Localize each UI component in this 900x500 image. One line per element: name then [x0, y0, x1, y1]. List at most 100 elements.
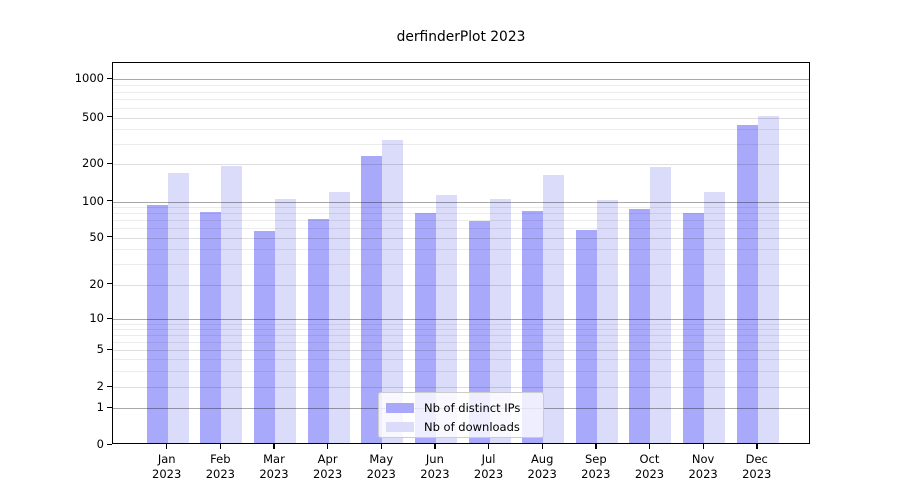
x-tick-label-line: 2023 [527, 467, 557, 481]
x-tick [648, 444, 651, 449]
x-tick-label: Nov 2023 [671, 452, 735, 482]
x-tick [541, 444, 543, 449]
y-tick-label: 5 [96, 342, 104, 357]
y-tick-label: 0 [96, 437, 104, 451]
x-tick-label: Sep 2023 [564, 452, 628, 482]
minor-gridline [113, 129, 809, 131]
bar [650, 167, 672, 443]
x-tick [327, 444, 329, 449]
x-tick-label-line: Jul [481, 452, 496, 466]
major-gridline [113, 319, 809, 321]
y-tick [107, 77, 112, 80]
major-gridline [113, 350, 809, 352]
bar [704, 192, 726, 443]
minor-gridline [113, 99, 809, 101]
y-tick [107, 385, 112, 387]
major-gridline [113, 237, 809, 239]
legend-item-distinct-ips: Nb of distinct IPs [386, 398, 535, 417]
bar [382, 140, 404, 443]
y-tick-label: 10 [89, 311, 104, 326]
y-tick-label: 100 [82, 193, 104, 208]
x-tick-label: Aug 2023 [510, 452, 574, 482]
legend-swatch-downloads-icon [386, 421, 414, 432]
x-tick-label-line: 2023 [312, 467, 343, 481]
y-tick-label: 200 [82, 156, 104, 171]
chart-title: derfinderPlot 2023 [396, 29, 526, 45]
x-tick-label-line: May [369, 452, 394, 466]
bar [736, 125, 758, 443]
x-tick-label: Jun 2023 [403, 452, 467, 482]
minor-gridline [113, 220, 809, 222]
bar [596, 199, 618, 443]
legend-swatch-distinct-ips-icon [386, 402, 414, 413]
minor-gridline [113, 329, 809, 331]
bar [489, 199, 511, 443]
y-tick-label: 1 [96, 400, 104, 415]
y-tick-label: 1000 [74, 71, 104, 86]
minor-gridline [113, 263, 809, 265]
x-tick-label: May 2023 [349, 452, 413, 482]
x-tick-label-line: Jun [425, 452, 444, 466]
x-tick-label: Apr 2023 [296, 452, 360, 482]
x-tick-label: Jul 2023 [457, 452, 521, 482]
bar [221, 165, 243, 443]
x-tick-label-line: Mar [263, 452, 285, 466]
minor-gridline [113, 359, 809, 361]
bar [543, 175, 565, 443]
x-tick [273, 444, 275, 449]
legend-label: Nb of downloads [424, 419, 520, 434]
major-gridline [113, 79, 809, 81]
x-tick-label-line: 2023 [634, 467, 665, 481]
x-tick-label: Feb 2023 [188, 452, 252, 482]
x-tick-label-line: 2023 [581, 467, 611, 481]
y-tick [107, 116, 112, 118]
bar [757, 116, 779, 443]
minor-gridline [113, 207, 809, 209]
x-tick-label-line: Jan [157, 452, 176, 466]
bar [575, 229, 597, 443]
bar [200, 211, 222, 443]
y-tick-label: 20 [89, 276, 104, 291]
major-gridline [113, 284, 809, 286]
x-tick-label-line: 2023 [259, 467, 289, 481]
minor-gridline [113, 91, 809, 93]
x-tick-label-line: 2023 [152, 467, 182, 481]
minor-gridline [113, 342, 809, 344]
minor-gridline [113, 228, 809, 230]
y-tick [107, 200, 112, 202]
bar [361, 155, 383, 443]
minor-gridline [113, 143, 809, 145]
x-tick-label-line: 2023 [205, 467, 235, 481]
x-tick [380, 444, 383, 449]
bar [253, 230, 275, 443]
bar [146, 204, 168, 443]
minor-gridline [113, 324, 809, 325]
y-tick [107, 443, 112, 445]
bar [328, 192, 350, 443]
y-tick [107, 283, 112, 285]
plot-area [112, 62, 810, 444]
bar [307, 218, 329, 443]
x-tick-label-line: Dec [745, 452, 768, 466]
bar [274, 199, 296, 443]
y-tick-label: 50 [89, 229, 104, 244]
minor-gridline [113, 85, 809, 87]
x-tick [434, 444, 436, 449]
x-tick [488, 444, 490, 449]
y-tick-label: 2 [96, 379, 104, 393]
minor-gridline [113, 335, 809, 337]
x-tick-label-line: 2023 [366, 467, 396, 481]
major-gridline [113, 387, 809, 388]
bar [629, 209, 651, 443]
legend-item-downloads: Nb of downloads [386, 417, 535, 436]
y-tick-label: 500 [82, 109, 104, 124]
x-tick-label: Dec 2023 [725, 452, 789, 482]
legend: Nb of distinct IPs Nb of downloads [378, 392, 544, 438]
x-tick-label-line: 2023 [742, 467, 772, 481]
x-tick-label-line: Oct [639, 452, 660, 466]
bar [414, 213, 436, 443]
y-tick [107, 406, 112, 409]
x-tick [756, 444, 758, 449]
x-tick-label-line: Feb [210, 452, 231, 466]
bar [468, 221, 490, 443]
